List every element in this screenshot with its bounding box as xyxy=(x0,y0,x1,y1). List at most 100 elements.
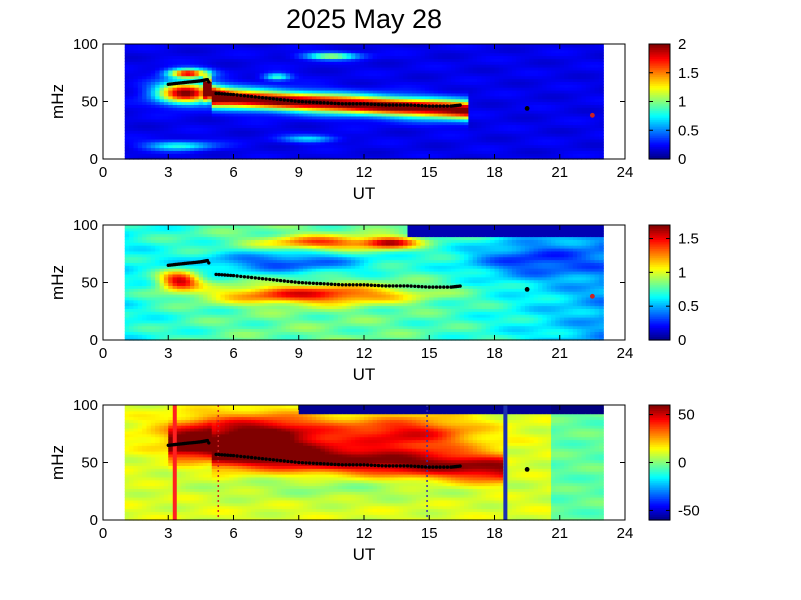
colorbar-tick-label-0: 0 xyxy=(678,151,686,168)
track-point xyxy=(326,282,330,286)
track-point xyxy=(355,283,359,287)
x-tick-label-21: 21 xyxy=(551,525,568,542)
track-point xyxy=(286,459,290,464)
track-point xyxy=(340,463,344,467)
colorbar-tick-label--50: -50 xyxy=(678,502,700,519)
track-point xyxy=(246,455,250,459)
track-point xyxy=(228,453,233,458)
track-point xyxy=(423,465,428,469)
track-point xyxy=(239,93,243,98)
track-point xyxy=(223,92,227,96)
track-point xyxy=(351,283,355,287)
track-point xyxy=(260,96,265,100)
track-point xyxy=(358,102,363,106)
track-point xyxy=(326,101,330,105)
track-point xyxy=(214,91,218,96)
track-point xyxy=(293,280,297,284)
track-point xyxy=(304,100,308,104)
track-point xyxy=(405,284,410,288)
track-point xyxy=(413,103,417,108)
track-point xyxy=(394,464,399,468)
track-point xyxy=(369,283,373,287)
track-point xyxy=(380,284,384,288)
track-point xyxy=(275,458,279,462)
track-point xyxy=(438,285,442,289)
track-point xyxy=(387,284,392,288)
track-point xyxy=(340,102,344,106)
x-tick-label-12: 12 xyxy=(356,525,373,542)
track-point xyxy=(347,463,352,467)
track-point xyxy=(380,103,384,107)
track-point xyxy=(257,95,261,100)
track-point xyxy=(438,104,442,108)
isolated-point-2 xyxy=(589,112,595,118)
track-point xyxy=(242,455,247,459)
track-point xyxy=(257,276,261,280)
y-tick-label-100: 100 xyxy=(73,397,98,414)
x-axis-label: UT xyxy=(353,184,376,203)
colorbar-3: -50 0 50 xyxy=(648,404,700,521)
track-point xyxy=(431,465,435,469)
track-point xyxy=(268,96,272,101)
track-point xyxy=(217,452,221,457)
x-tick-label-12: 12 xyxy=(356,345,373,362)
track-point xyxy=(445,104,450,108)
track-point xyxy=(231,92,236,97)
colorbar-tick-label-0: 0 xyxy=(678,455,686,472)
y-tick-label-50: 50 xyxy=(81,275,98,292)
track-point xyxy=(329,462,334,466)
track-point xyxy=(326,462,330,466)
track-point xyxy=(402,103,406,107)
track-point xyxy=(398,464,402,468)
track-point xyxy=(282,279,286,283)
peak-frequency-track xyxy=(166,78,462,108)
track-point xyxy=(387,103,392,107)
track-point xyxy=(384,464,388,468)
x-tick-label-24: 24 xyxy=(617,345,634,362)
track-point xyxy=(220,273,224,277)
track-point xyxy=(458,103,462,107)
track-point xyxy=(223,453,227,457)
y-tick-label-50: 50 xyxy=(81,455,98,472)
track-point xyxy=(358,283,363,287)
x-tick-label-9: 9 xyxy=(295,345,303,362)
track-point xyxy=(207,441,211,445)
colorbar-tick-label-1.5: 1.5 xyxy=(678,65,699,82)
track-point xyxy=(231,453,236,458)
track-point xyxy=(300,281,305,285)
y-tick-label-50: 50 xyxy=(81,94,98,111)
track-point xyxy=(329,101,334,105)
track-point xyxy=(242,94,247,98)
track-point xyxy=(207,261,211,265)
track-point xyxy=(318,281,323,286)
track-point xyxy=(297,460,301,465)
track-point xyxy=(442,285,446,289)
track-point xyxy=(217,272,221,277)
track-point xyxy=(282,98,286,102)
track-point xyxy=(423,104,428,108)
track-point xyxy=(416,464,421,469)
heatmap xyxy=(124,44,604,160)
track-point xyxy=(315,461,319,466)
track-point xyxy=(344,463,348,467)
track-point xyxy=(304,281,308,285)
x-tick-label-9: 9 xyxy=(295,525,303,542)
colorbar-tick-label-1: 1 xyxy=(678,264,686,281)
track-point xyxy=(297,280,301,285)
track-point xyxy=(253,95,257,99)
track-point xyxy=(362,102,366,106)
track-point xyxy=(226,92,230,96)
x-tick-label-9: 9 xyxy=(295,164,303,181)
x-tick-label-15: 15 xyxy=(421,525,438,542)
track-point xyxy=(264,96,268,100)
colorbar-tick-label-0.5: 0.5 xyxy=(678,298,699,315)
track-point xyxy=(289,280,294,284)
x-tick-label-21: 21 xyxy=(551,164,568,181)
track-point xyxy=(271,97,276,101)
track-point xyxy=(271,458,276,462)
track-point xyxy=(398,103,402,107)
track-point xyxy=(362,463,366,467)
track-point xyxy=(275,278,279,282)
peak-frequency-track xyxy=(166,438,462,469)
colorbar-1: 0 0.5 1 1.5 2 xyxy=(648,36,699,168)
